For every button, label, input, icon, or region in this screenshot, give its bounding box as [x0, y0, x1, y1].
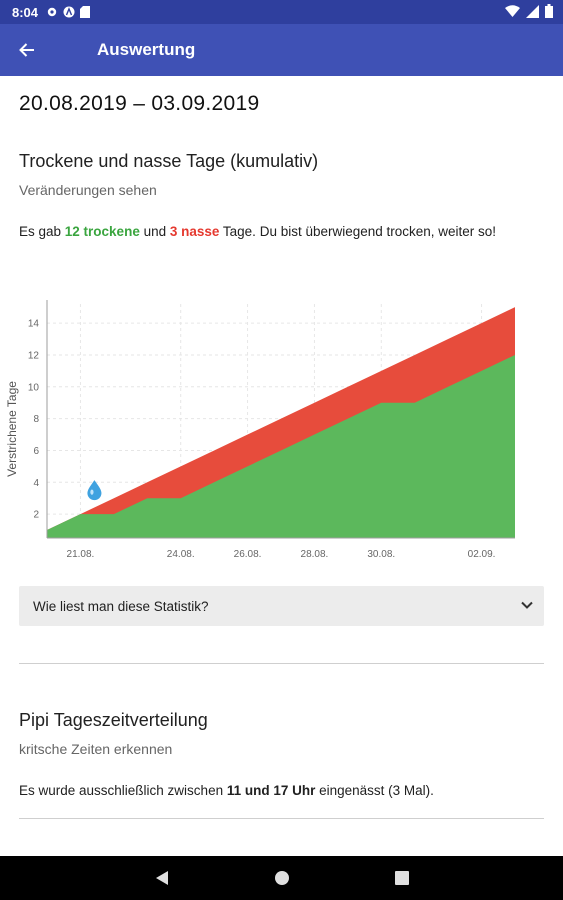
section-title-time-distribution: Pipi Tageszeitverteilung: [19, 710, 208, 730]
x-tick-label: 30.08.: [367, 549, 395, 560]
sdcard-icon: [80, 6, 91, 18]
battery-icon: [545, 4, 553, 18]
circle-a-icon: [63, 6, 75, 18]
recents-square-icon: [395, 871, 409, 885]
nav-back-button[interactable]: [153, 869, 171, 887]
back-button[interactable]: [15, 38, 39, 62]
section-title-dry-wet: Trockene und nasse Tage (kumulativ): [19, 151, 319, 171]
status-time: 8:04: [12, 4, 39, 20]
summary-text: Tage. Du bist überwiegend trocken, weite…: [219, 224, 497, 239]
section-subtitle-time-distribution: kritsche Zeiten erkennen: [19, 741, 173, 757]
time-distribution-summary: Es wurde ausschließlich zwischen 11 und …: [19, 782, 539, 800]
expander-label: Wie liest man diese Statistik?: [33, 598, 209, 614]
y-axis-label: Verstrichene Tage: [5, 381, 19, 477]
summary-text: und: [139, 224, 170, 239]
y-tick-label: 6: [33, 446, 39, 457]
x-tick-label: 28.08.: [301, 549, 329, 560]
y-tick-label: 2: [33, 510, 39, 521]
y-tick-label: 14: [28, 319, 40, 330]
home-circle-icon: [275, 871, 289, 885]
nav-recents-button[interactable]: [393, 869, 411, 887]
date-range: 20.08.2019 – 03.09.2019: [19, 92, 260, 115]
arrow-back-icon: [19, 43, 34, 57]
dry-days-area: [47, 354, 515, 538]
signal-icon: [526, 4, 539, 18]
summary-text: eingenässt (3 Mal).: [315, 783, 434, 798]
wifi-icon: [505, 5, 520, 17]
app-title: Auswertung: [97, 40, 196, 59]
x-tick-label: 21.08.: [67, 549, 95, 560]
x-tick-label: 24.08.: [167, 549, 195, 560]
y-tick-label: 10: [28, 382, 40, 393]
cumulative-days-chart: 2 4 6 8 10 12 14 21.08. 24.08. 26.08. 28.08. 30.08.…: [5, 300, 515, 560]
y-tick-label: 12: [28, 350, 40, 361]
x-tick-label: 02.09.: [468, 549, 496, 560]
section-subtitle-dry-wet: Veränderungen sehen: [19, 182, 157, 198]
y-tick-label: 8: [33, 414, 39, 425]
back-triangle-icon: [156, 871, 168, 885]
time-window: 11 und 17 Uhr: [226, 783, 316, 798]
y-tick-label: 4: [33, 478, 39, 489]
gear-icon: [47, 7, 57, 17]
section-divider: [19, 663, 544, 664]
chevron-down-icon: [521, 601, 533, 609]
dry-wet-summary: Es gab 12 trockene und 3 nasse Tage. Du …: [19, 223, 539, 241]
status-bar: 8:04: [0, 0, 563, 24]
section-divider: [19, 818, 544, 819]
system-nav-bar: [0, 856, 563, 900]
nav-home-button[interactable]: [273, 869, 291, 887]
x-tick-label: 26.08.: [234, 549, 262, 560]
summary-text: Es wurde ausschließlich zwischen: [19, 783, 227, 798]
app-bar: Auswertung: [0, 24, 563, 76]
water-drop-icon: [87, 480, 102, 501]
wet-days-count: 3 nasse: [169, 224, 220, 239]
dry-days-count: 12 trockene: [64, 224, 140, 239]
summary-text: Es gab: [19, 224, 65, 239]
statistics-help-expander[interactable]: Wie liest man diese Statistik?: [19, 586, 544, 626]
